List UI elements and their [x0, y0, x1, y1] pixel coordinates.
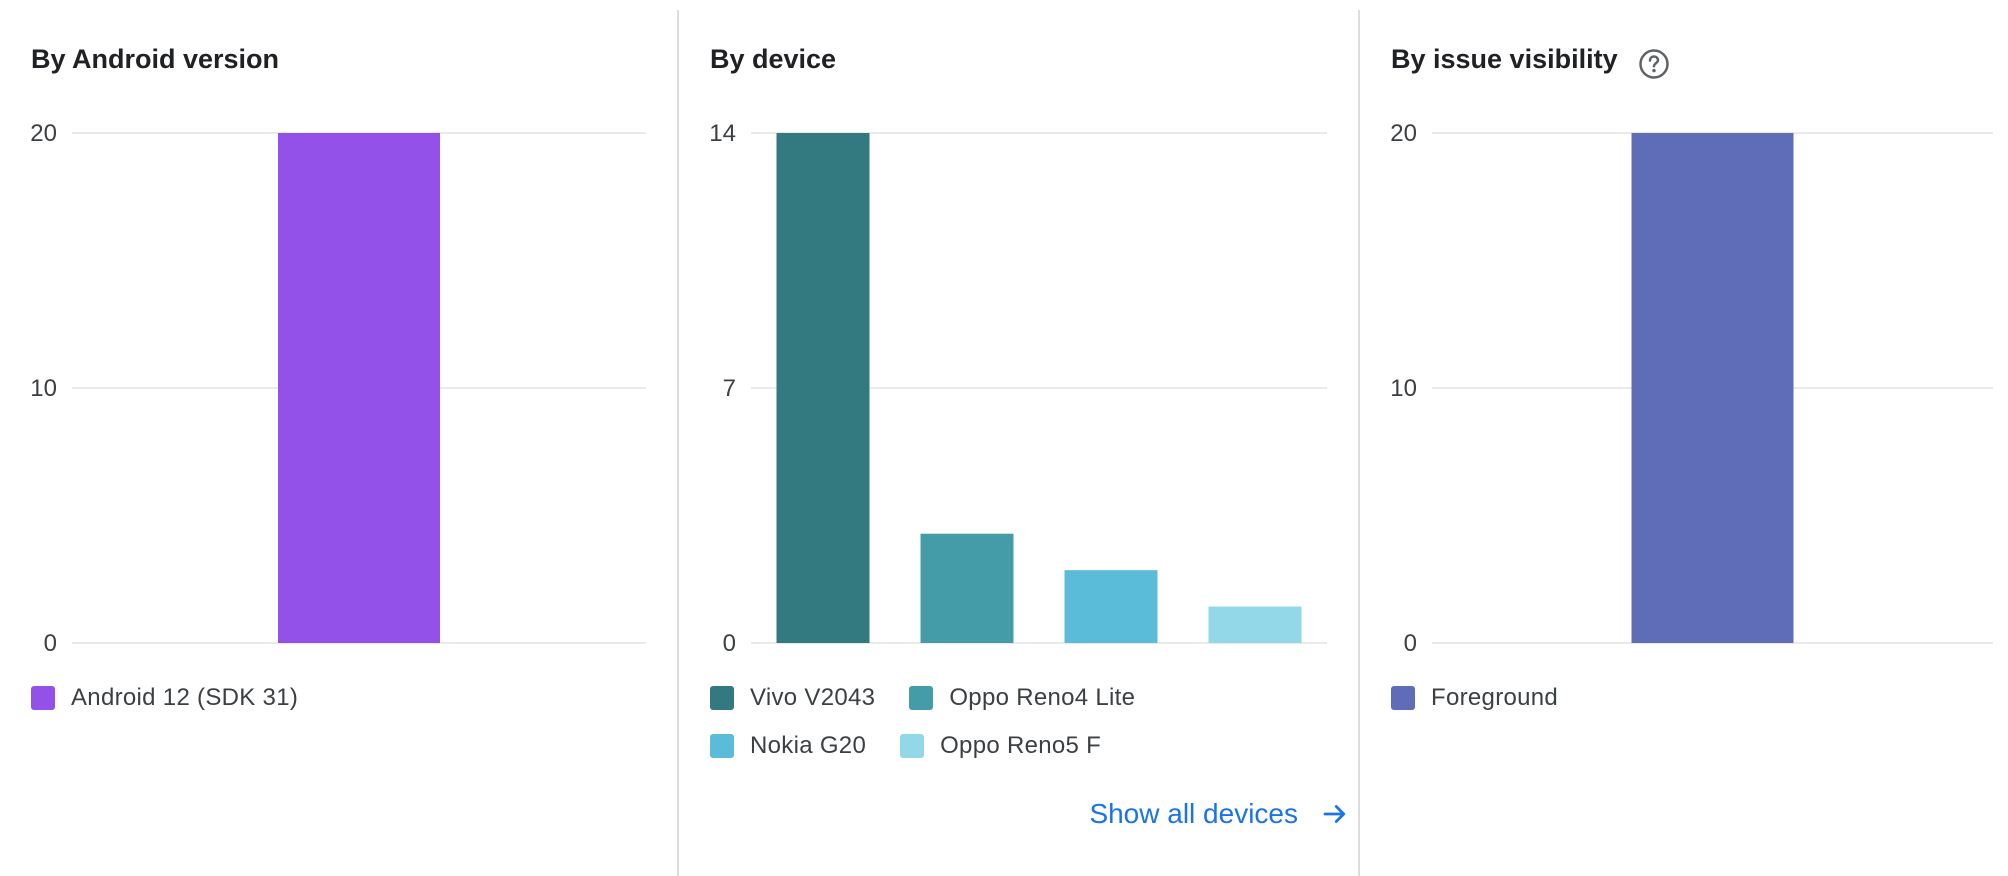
y-tick-label: 10 [30, 375, 57, 402]
bar-nokia-g20[interactable] [1064, 570, 1158, 643]
y-tick-label: 7 [723, 375, 736, 402]
y-tick-label: 14 [709, 120, 736, 147]
device-chart: 0 7 14 [709, 120, 1327, 657]
issue-visibility-panel: By issue visibility 0 10 20 Foreground [1360, 0, 2008, 864]
device-panel: By device 0 7 14 Vivo V2043 Oppo Reno4 Lite… [679, 0, 1358, 864]
panel-divider [677, 10, 679, 876]
y-tick-label: 0 [1404, 630, 1417, 657]
issue-visibility-legend: Foreground [1391, 681, 1991, 729]
legend-row: Vivo V2043 Oppo Reno4 Lite [710, 681, 1310, 715]
help-circle-icon[interactable] [1638, 48, 1670, 80]
legend-swatch [900, 734, 925, 758]
android-version-chart: 0 10 20 [30, 120, 646, 657]
device-legend: Vivo V2043 Oppo Reno4 Lite Nokia G20 Oppo R… [710, 681, 1310, 777]
y-tick-label: 20 [30, 120, 57, 147]
legend-item[interactable]: Foreground [1391, 684, 1558, 712]
legend-swatch [909, 686, 934, 710]
legend-swatch [710, 734, 734, 758]
bar-oppo-reno5-f[interactable] [1208, 606, 1302, 643]
arrow-right-icon [1323, 805, 1346, 823]
legend-label: Oppo Reno5 F [940, 732, 1102, 759]
legend-item[interactable]: Oppo Reno5 F [900, 732, 1101, 760]
legend-swatch [31, 686, 55, 710]
bar-oppo-reno4-lite[interactable] [920, 533, 1014, 643]
bar-android-12-sdk-31[interactable] [278, 133, 440, 643]
legend-label: Vivo V2043 [750, 684, 876, 711]
legend-label: Nokia G20 [750, 732, 867, 759]
bar-foreground[interactable] [1631, 133, 1794, 643]
show-all-devices-label: Show all devices [1089, 798, 1298, 829]
issue-visibility-chart: 0 10 20 [1390, 120, 1993, 657]
panel-title: By issue visibility [1391, 44, 1618, 74]
legend-row: Android 12 (SDK 31) [31, 681, 631, 715]
legend-row: Foreground [1391, 681, 1991, 715]
android-version-legend: Android 12 (SDK 31) [31, 681, 631, 729]
legend-label: Android 12 (SDK 31) [71, 684, 299, 711]
panel-title: By Android version [31, 44, 280, 74]
legend-swatch [710, 686, 734, 710]
panel-title: By device [710, 44, 837, 74]
legend-row: Nokia G20 Oppo Reno5 F [710, 729, 1310, 763]
legend-swatch [1391, 686, 1415, 710]
bar-vivo-v2043[interactable] [776, 133, 870, 643]
legend-label: Foreground [1431, 684, 1559, 711]
legend-item[interactable]: Oppo Reno4 Lite [909, 684, 1135, 712]
y-tick-label: 20 [1390, 120, 1417, 147]
android-version-panel: By Android version 0 10 20 Android 12 (SDK… [0, 0, 677, 864]
legend-label: Oppo Reno4 Lite [949, 684, 1136, 711]
y-tick-label: 0 [44, 630, 57, 657]
y-tick-label: 10 [1390, 375, 1417, 402]
legend-item[interactable]: Android 12 (SDK 31) [31, 684, 298, 712]
y-tick-label: 0 [723, 630, 736, 657]
show-all-devices-link[interactable]: Show all devices [1089, 798, 1350, 830]
legend-item[interactable]: Nokia G20 [710, 732, 866, 760]
panel-divider [1358, 10, 1360, 876]
legend-item[interactable]: Vivo V2043 [710, 684, 875, 712]
